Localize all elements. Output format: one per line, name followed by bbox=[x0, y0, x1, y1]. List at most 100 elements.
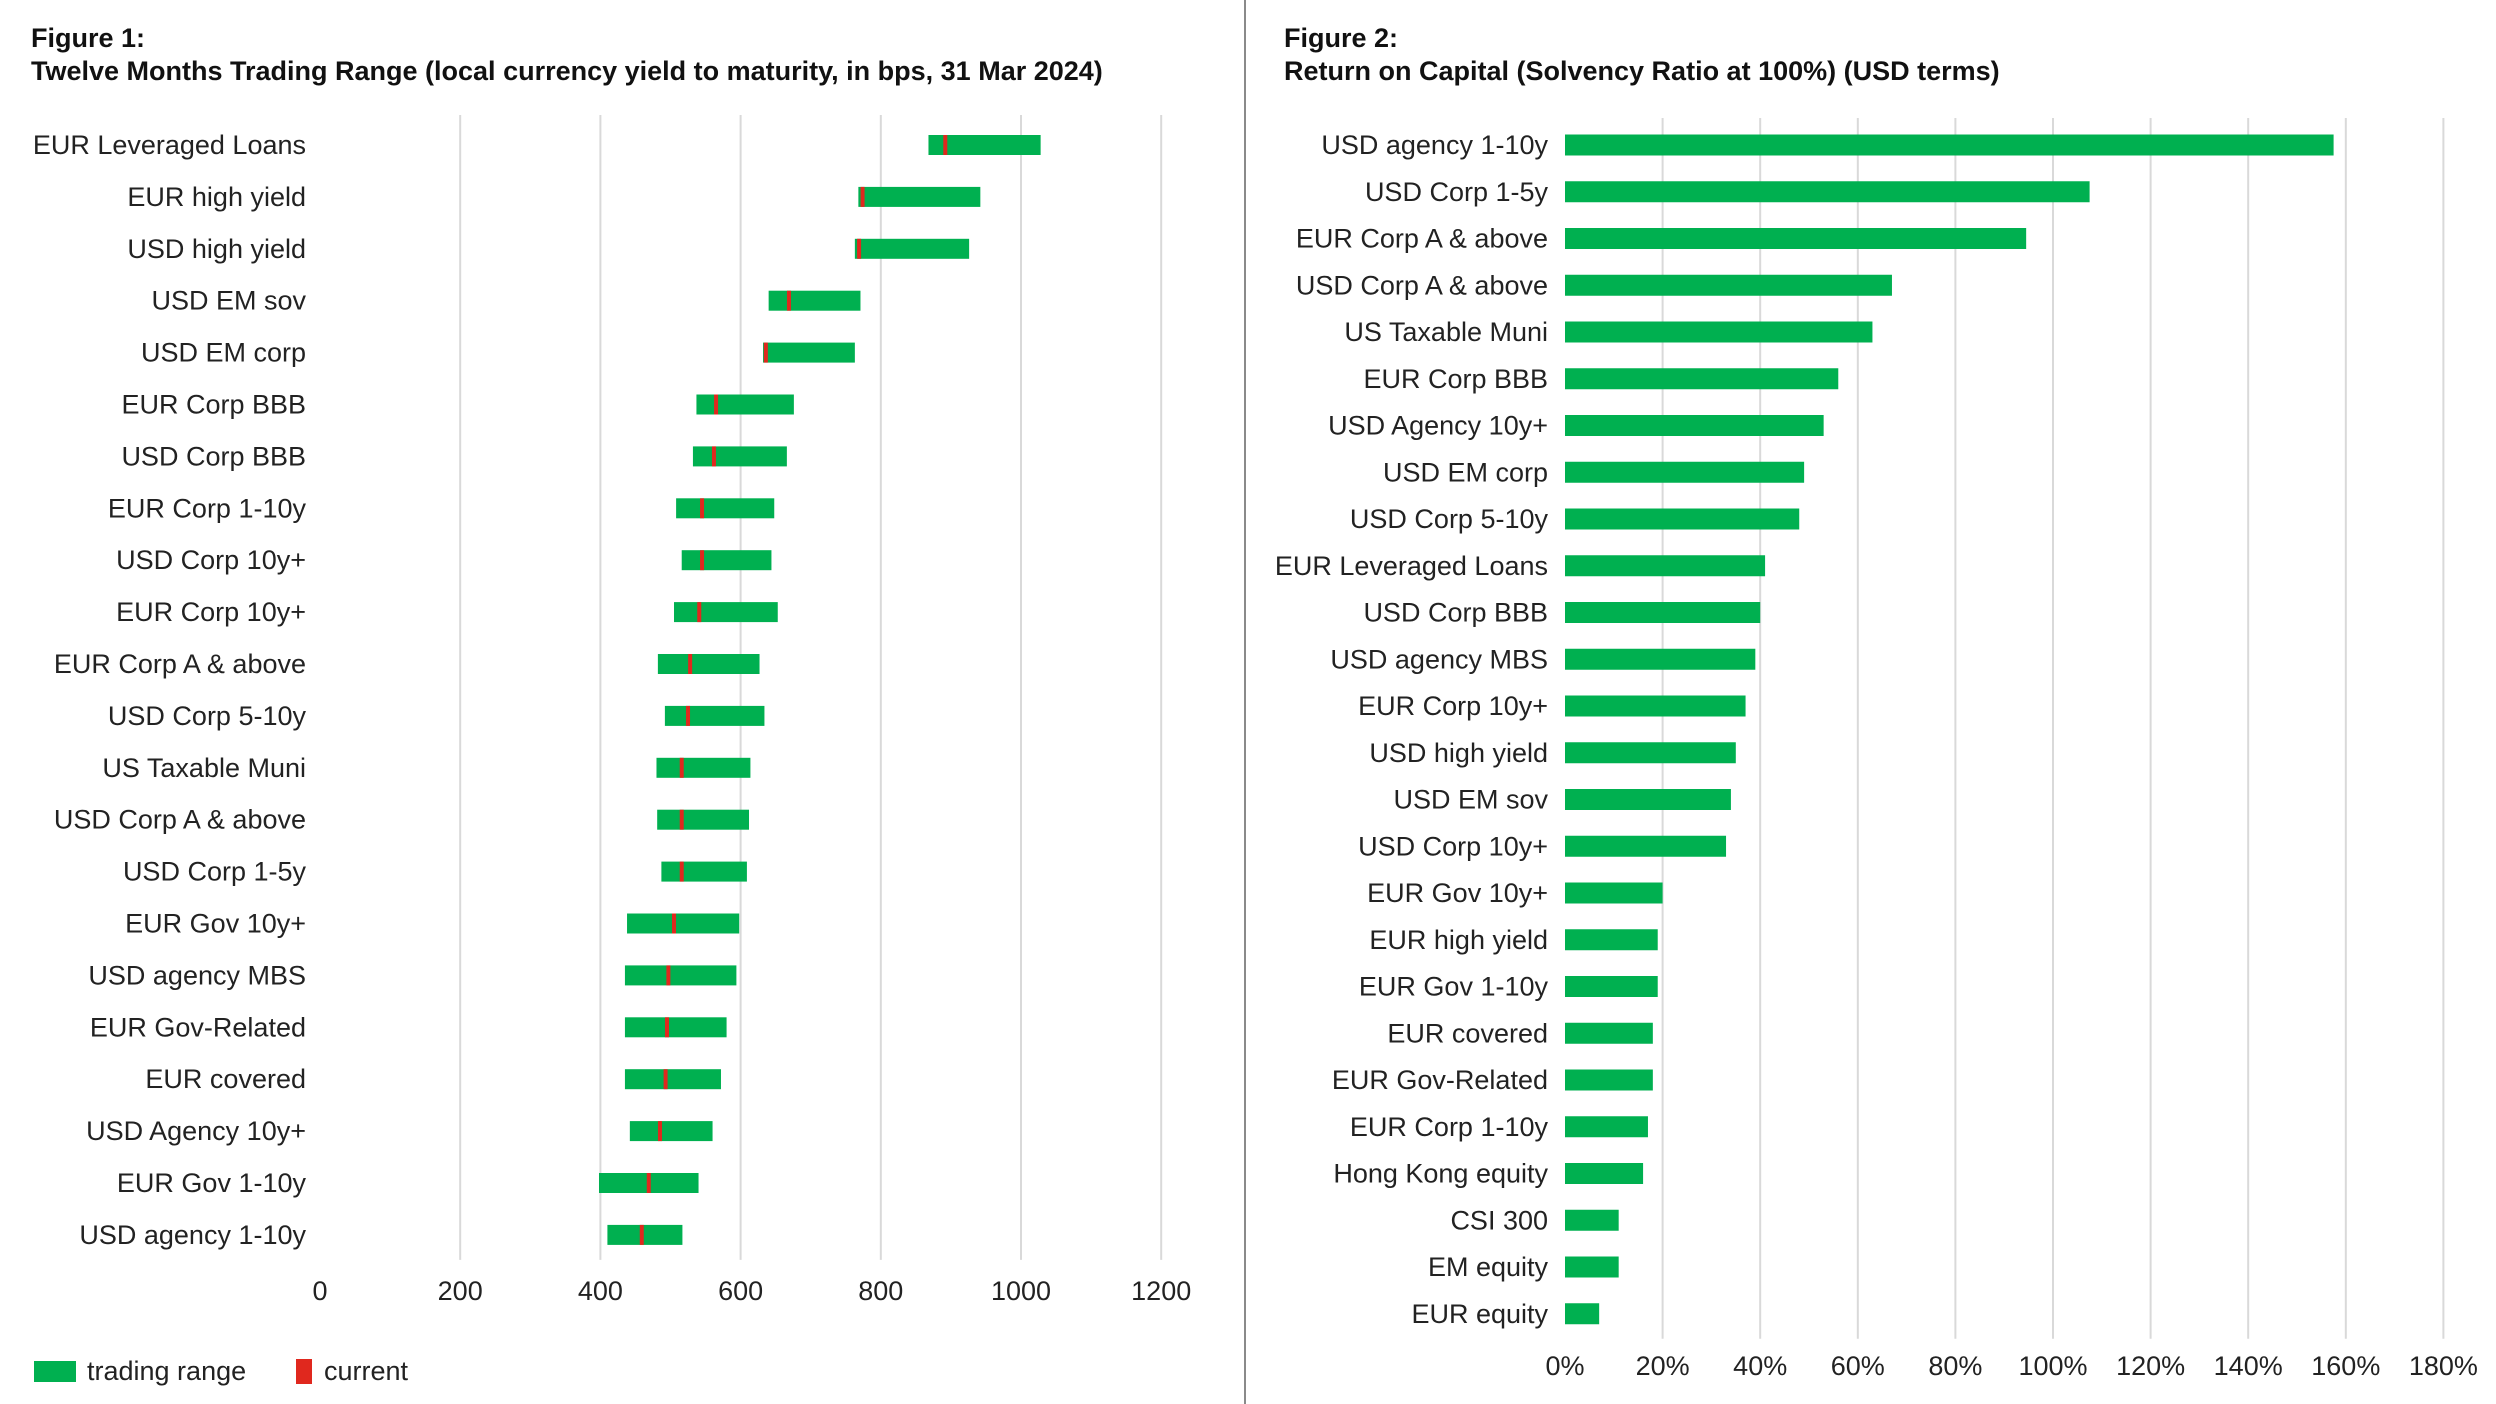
category-label: EUR Leveraged Loans bbox=[33, 130, 306, 160]
range-bar bbox=[681, 550, 772, 571]
category-label: USD Corp BBB bbox=[121, 441, 306, 471]
category-label: EUR Gov-Related bbox=[1332, 1065, 1548, 1095]
category-label: USD Corp 1-5y bbox=[1365, 177, 1549, 207]
figure2-title: Figure 2: Return on Capital (Solvency Ra… bbox=[1284, 22, 2000, 88]
range-bar bbox=[624, 965, 737, 986]
current-marker bbox=[857, 238, 862, 259]
value-bar bbox=[1565, 695, 1746, 717]
x-tick-label: 60% bbox=[1831, 1351, 1885, 1381]
category-label: EUR Gov-Related bbox=[90, 1012, 306, 1042]
range-bar bbox=[858, 186, 981, 207]
category-label: EUR covered bbox=[1387, 1018, 1548, 1048]
figure1-title-line2: Twelve Months Trading Range (local curre… bbox=[31, 56, 1103, 86]
x-tick-label: 1000 bbox=[991, 1276, 1051, 1306]
legend-label-range: trading range bbox=[87, 1356, 246, 1386]
x-tick-label: 200 bbox=[438, 1276, 483, 1306]
current-marker bbox=[679, 861, 684, 882]
current-marker bbox=[672, 913, 677, 934]
category-label: EUR high yield bbox=[1369, 925, 1548, 955]
category-label: EUR Corp 10y+ bbox=[1358, 691, 1548, 721]
value-bar bbox=[1565, 181, 2090, 203]
x-tick-label: 120% bbox=[2116, 1351, 2185, 1381]
current-marker bbox=[679, 757, 684, 778]
category-label: EUR Leveraged Loans bbox=[1275, 551, 1548, 581]
current-marker bbox=[664, 1017, 669, 1038]
value-bar bbox=[1565, 1256, 1619, 1278]
x-tick-label: 20% bbox=[1636, 1351, 1690, 1381]
current-marker bbox=[686, 705, 691, 726]
current-marker bbox=[646, 1173, 651, 1193]
category-label: EUR Corp 10y+ bbox=[116, 597, 306, 627]
value-bar bbox=[1565, 789, 1731, 810]
value-bar bbox=[1565, 461, 1805, 483]
legend-label-current: current bbox=[324, 1356, 409, 1386]
category-label: USD Agency 10y+ bbox=[86, 1116, 306, 1146]
legend-swatch-current bbox=[296, 1359, 312, 1384]
current-marker bbox=[860, 186, 865, 207]
category-label: USD high yield bbox=[127, 234, 306, 264]
value-bar bbox=[1565, 648, 1756, 670]
category-label: EUR equity bbox=[1411, 1299, 1548, 1329]
range-bar bbox=[768, 290, 861, 311]
range-bar bbox=[928, 135, 1041, 155]
x-tick-label: 140% bbox=[2214, 1351, 2283, 1381]
x-tick-label: 1200 bbox=[1131, 1276, 1191, 1306]
current-marker bbox=[666, 965, 671, 986]
x-tick-label: 100% bbox=[2018, 1351, 2087, 1381]
current-marker bbox=[639, 1224, 644, 1245]
category-label: US Taxable Muni bbox=[102, 753, 306, 783]
current-marker bbox=[763, 342, 768, 363]
category-label: CSI 300 bbox=[1450, 1205, 1548, 1235]
x-tick-label: 0% bbox=[1545, 1351, 1584, 1381]
value-bar bbox=[1565, 1022, 1653, 1044]
category-label: EUR high yield bbox=[127, 182, 306, 212]
category-label: EUR Gov 1-10y bbox=[117, 1168, 307, 1198]
range-bar bbox=[624, 1069, 721, 1090]
range-bar bbox=[629, 1121, 713, 1142]
category-label: USD Corp A & above bbox=[1296, 270, 1548, 300]
figure2-title-line1: Figure 2: bbox=[1284, 23, 1399, 53]
range-bar bbox=[607, 1224, 683, 1245]
range-bar bbox=[854, 238, 970, 259]
trading-range-chart: 0 200 400 600 800 1000 1200 EUR Leveraged Loans… bbox=[33, 115, 1191, 1386]
category-label: EUR Gov 10y+ bbox=[125, 909, 306, 939]
value-bar bbox=[1565, 1303, 1600, 1325]
value-bar bbox=[1565, 835, 1727, 857]
value-bar bbox=[1565, 228, 2027, 249]
category-label: EUR Corp BBB bbox=[1363, 364, 1548, 394]
range-bar bbox=[624, 1017, 727, 1038]
category-label: EUR Corp 1-10y bbox=[108, 493, 307, 523]
range-bar bbox=[692, 446, 787, 467]
current-marker bbox=[943, 135, 948, 155]
category-label: EM equity bbox=[1428, 1252, 1549, 1282]
category-label: EUR Gov 10y+ bbox=[1367, 878, 1548, 908]
category-label: USD Agency 10y+ bbox=[1328, 411, 1548, 441]
category-label: USD Corp A & above bbox=[54, 805, 306, 835]
value-bar bbox=[1565, 602, 1761, 623]
x-tick-label: 800 bbox=[858, 1276, 903, 1306]
category-label: USD Corp 10y+ bbox=[1358, 831, 1548, 861]
value-bar bbox=[1565, 976, 1658, 997]
x-tick-label: 0 bbox=[312, 1276, 327, 1306]
value-bar bbox=[1565, 274, 1892, 296]
x-tick-label: 40% bbox=[1733, 1351, 1787, 1381]
x-tick-label: 600 bbox=[718, 1276, 763, 1306]
current-marker bbox=[711, 446, 716, 467]
current-marker bbox=[700, 550, 705, 571]
category-label: USD EM sov bbox=[1393, 785, 1548, 815]
figure2-title-line2: Return on Capital (Solvency Ratio at 100… bbox=[1284, 56, 2000, 86]
value-bar bbox=[1565, 1209, 1619, 1231]
category-label: USD high yield bbox=[1369, 738, 1548, 768]
category-label: EUR Corp A & above bbox=[54, 649, 306, 679]
x-tick-label: 400 bbox=[578, 1276, 623, 1306]
value-bar bbox=[1565, 134, 2334, 156]
value-bar bbox=[1565, 508, 1800, 530]
category-label: Hong Kong equity bbox=[1333, 1159, 1548, 1189]
value-bar bbox=[1565, 1163, 1644, 1184]
current-marker bbox=[700, 498, 705, 519]
figure1-title-line1: Figure 1: bbox=[31, 23, 146, 53]
value-bar bbox=[1565, 742, 1736, 764]
value-bar bbox=[1565, 415, 1824, 436]
value-bar bbox=[1565, 555, 1766, 577]
